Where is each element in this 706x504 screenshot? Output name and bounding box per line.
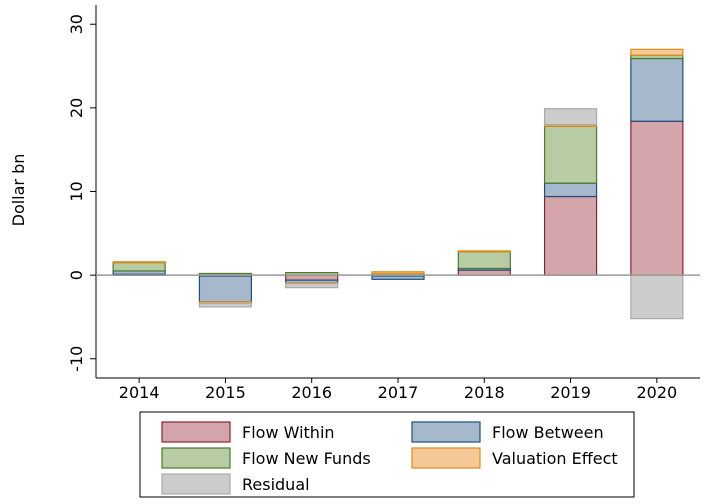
- x-tick-label: 2015: [205, 383, 246, 402]
- legend-swatch: [161, 421, 231, 443]
- legend-label: Flow Within: [242, 423, 335, 442]
- bar-segment: [457, 251, 511, 270]
- x-tick-label: 2017: [378, 383, 419, 402]
- legend-label: Flow New Funds: [242, 449, 371, 468]
- y-tick-label: 20: [67, 98, 86, 118]
- legend-label: Flow Between: [492, 423, 604, 442]
- bar-segment: [457, 269, 511, 276]
- x-tick-label: 2016: [291, 383, 332, 402]
- legend-swatch: [411, 447, 481, 469]
- bar-segment: [285, 282, 339, 289]
- bar-segment: [630, 120, 684, 276]
- legend-swatch: [161, 473, 231, 495]
- legend-swatch: [161, 447, 231, 469]
- bar-segment: [371, 275, 425, 280]
- bar-segment: [198, 275, 253, 303]
- bar-segment: [112, 261, 166, 272]
- y-tick-label: -10: [67, 346, 86, 372]
- bar-segment: [198, 302, 253, 308]
- y-tick-label: 10: [67, 181, 86, 201]
- x-tick-label: 2014: [119, 383, 160, 402]
- bar-segment: [543, 195, 598, 276]
- bar-segment: [543, 108, 598, 126]
- bar-segment: [112, 261, 166, 264]
- y-axis-label: Dollar bn: [9, 154, 28, 227]
- bar-segment: [630, 57, 684, 122]
- x-tick-label: 2019: [550, 383, 591, 402]
- x-tick-label: 2018: [464, 383, 505, 402]
- bar-segment: [543, 182, 598, 198]
- y-tick-label: 30: [67, 14, 86, 34]
- legend-swatch: [411, 421, 481, 443]
- bar-segment: [371, 271, 425, 275]
- bar-segment: [285, 274, 339, 281]
- x-tick-label: 2020: [636, 383, 677, 402]
- bar-segment: [543, 125, 598, 184]
- bar-segment: [630, 274, 684, 320]
- y-tick-label: 0: [67, 270, 86, 280]
- bar-segment: [630, 48, 684, 56]
- legend-label: Valuation Effect: [492, 449, 618, 468]
- legend-label: Residual: [242, 475, 310, 494]
- bar-segment: [457, 250, 511, 253]
